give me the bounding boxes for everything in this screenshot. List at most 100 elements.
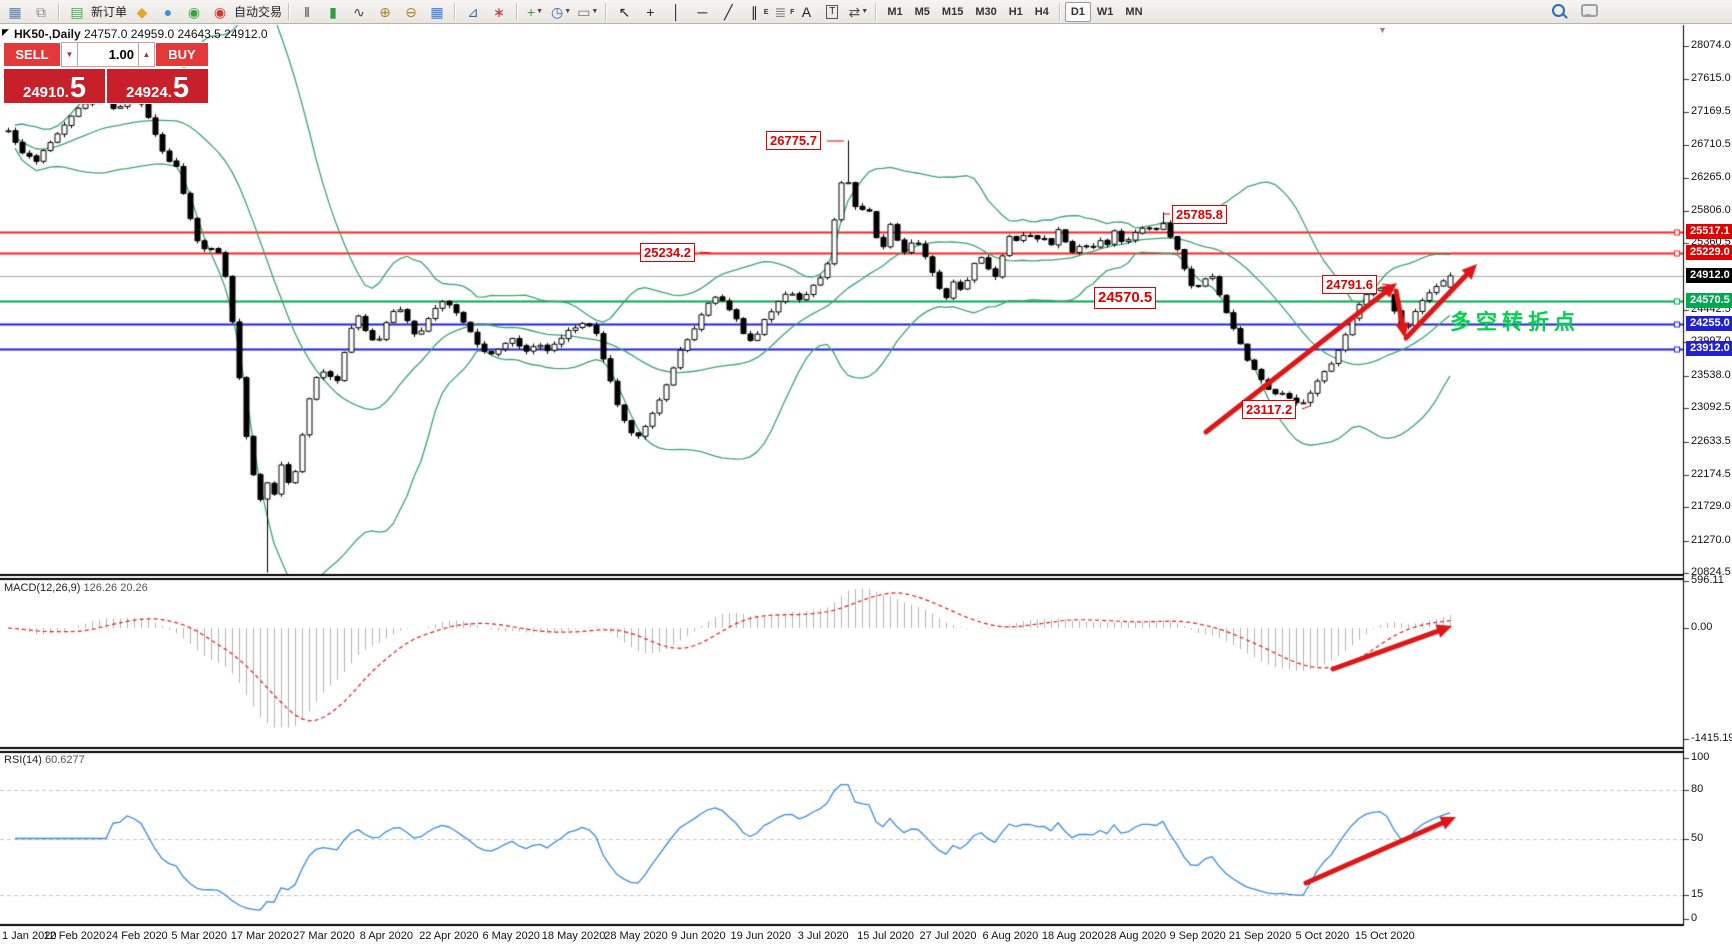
price-axis-tick: 20824.5 — [1691, 566, 1731, 579]
date-axis-label: 27 Jul 2020 — [919, 930, 977, 942]
toolbar-separator — [605, 2, 608, 21]
vertical-line-icon[interactable]: │ — [671, 3, 681, 20]
bar-chart-icon[interactable]: ‖ — [304, 3, 310, 20]
crosshair-icon[interactable]: + — [646, 3, 655, 20]
timeframe-h4-button[interactable]: H4 — [1034, 5, 1049, 18]
timeframe-w1-button[interactable]: W1 — [1096, 5, 1114, 18]
line-chart-icon[interactable]: ∿ — [353, 3, 365, 20]
new-chart-icon[interactable]: ▦ — [8, 3, 22, 20]
price-axis-tick: 21270.0 — [1691, 533, 1731, 546]
rsi-axis-tick: 100 — [1691, 751, 1710, 763]
macd-axis-tick: -1415.19 — [1691, 732, 1732, 745]
toolbar-separator — [288, 2, 291, 21]
date-axis-label: 21 Sep 2020 — [1228, 930, 1292, 942]
date-axis-label: 18 Aug 2020 — [1041, 930, 1104, 942]
buy-price[interactable]: 24924. 5 — [106, 68, 209, 104]
chart-note-text[interactable]: 多空转折点 — [1450, 311, 1580, 334]
templates-icon[interactable]: ▭ ▼ — [577, 3, 599, 20]
search-icon[interactable] — [1552, 4, 1565, 17]
timeframe-m5-button[interactable]: M5 — [914, 5, 930, 18]
chat-icon[interactable] — [1581, 4, 1598, 17]
equidistant-channel-icon[interactable]: ∥ E — [750, 3, 769, 20]
buy-button[interactable]: BUY — [155, 42, 209, 67]
timeframes-menu-icon[interactable]: ◷ ▼ — [551, 3, 572, 20]
chart-shift-marker-icon: ▼ — [1378, 25, 1387, 35]
timeframe-h1-button[interactable]: H1 — [1008, 5, 1023, 18]
candlestick-chart-icon[interactable]: ▮ — [329, 3, 337, 20]
signals-icon[interactable]: ◉ — [187, 3, 201, 20]
text-icon[interactable]: A — [801, 3, 812, 20]
price-annotation[interactable]: 25785.8 — [1172, 205, 1227, 224]
sell-price-pips: 5 — [69, 72, 87, 104]
timeframe-m1-button[interactable]: M1 — [887, 5, 903, 18]
zoom-out-icon[interactable]: ⊖ — [405, 3, 417, 20]
date-axis-label: 12 Feb 2020 — [43, 930, 106, 942]
price-axis-tick: 27615.0 — [1691, 72, 1731, 85]
zoom-in-icon[interactable]: ⊕ — [379, 3, 391, 20]
auto-trading-label[interactable]: 自动交易 — [234, 5, 283, 19]
collapse-trade-panel-icon[interactable]: ◤ — [2, 27, 9, 37]
tile-windows-icon[interactable]: ▦ — [430, 3, 444, 20]
rsi-axis-tick: 50 — [1691, 831, 1704, 844]
timeframe-m15-button[interactable]: M15 — [941, 5, 964, 18]
price-axis-tick: 23538.0 — [1691, 368, 1731, 381]
price-annotation[interactable]: 24570.5 — [1094, 287, 1157, 309]
macd-axis-tick: 0.00 — [1691, 621, 1713, 633]
trendline-icon[interactable]: ╱ — [724, 3, 733, 20]
sell-button[interactable]: SELL — [3, 42, 61, 67]
date-axis-label: 5 Oct 2020 — [1295, 930, 1350, 942]
toolbar-separator — [58, 2, 60, 21]
price-annotation[interactable]: 26775.7 — [766, 131, 821, 150]
periods-icon[interactable]: ∗ — [493, 3, 505, 20]
timeframe-m30-button[interactable]: M30 — [975, 5, 997, 18]
date-axis-label: 27 Mar 2020 — [293, 930, 355, 942]
fibonacci-icon[interactable]: ≣ F — [774, 3, 795, 20]
text-label-icon[interactable]: T — [819, 2, 845, 22]
rsi-indicator-label: RSI(14) 60.6277 — [4, 754, 85, 766]
timeframe-d1-button[interactable]: D1 — [1064, 1, 1091, 22]
profiles-icon[interactable]: ⧉ — [36, 3, 46, 20]
price-annotation[interactable]: 25234.2 — [640, 243, 695, 262]
buy-price-main: 24924. — [125, 84, 172, 101]
auto-trading-icon[interactable]: ◉ — [213, 3, 227, 20]
date-axis-label: 1 Jan 2020 — [2, 930, 57, 942]
date-axis-label: 9 Sep 2020 — [1169, 930, 1226, 942]
volume-step-down[interactable]: ▼ — [61, 42, 78, 67]
price-annotation[interactable]: 24791.6 — [1322, 275, 1377, 294]
chart-ohlc-values: 24757.0 24959.0 24643.5 24912.0 — [84, 27, 268, 41]
price-axis-tick: 21729.0 — [1691, 500, 1731, 513]
date-axis-label: 8 Apr 2020 — [359, 930, 413, 942]
price-axis-tick: 23092.5 — [1691, 401, 1731, 414]
mql5-community-icon[interactable]: ● — [163, 3, 173, 20]
price-axis-tick: 25806.0 — [1691, 203, 1731, 216]
macd-indicator-label: MACD(12,26,9) 126.26 20.26 — [4, 582, 148, 594]
price-axis-tick: 28074.0 — [1691, 39, 1731, 51]
date-axis-label: 15 Oct 2020 — [1354, 930, 1415, 942]
buy-price-pips: 5 — [172, 72, 190, 104]
horizontal-line-icon[interactable]: ─ — [697, 3, 708, 20]
timeframe-mn-button[interactable]: MN — [1125, 5, 1143, 18]
price-line-label: 25229.0 — [1686, 244, 1732, 260]
rsi-axis-tick: 0 — [1691, 912, 1698, 924]
date-axis-label: 19 Jun 2020 — [730, 930, 792, 942]
new-order-label[interactable]: 新订单 — [91, 5, 128, 19]
date-axis-label: 28 Aug 2020 — [1104, 930, 1167, 942]
toolbar: ▦ ⧉ ▤ 新订单 ◆ ● ◉ ◉ 自动交易 ‖ ▮ ∿ ⊕ ⊖ ▦ ⊿ ∗ + ▼ ◷ ▼ ▭ ▼ ↖ + │ ─ ╱ ∥ E ≣ F A T ⇄… — [0, 0, 1732, 24]
toolbar-separator — [516, 2, 519, 21]
price-line-label: 25517.1 — [1686, 223, 1732, 239]
cursor-icon[interactable]: ↖ — [618, 3, 631, 20]
metaquotes-icon[interactable]: ◆ — [136, 3, 148, 20]
volume-input[interactable] — [78, 42, 138, 67]
arrows-tool-icon[interactable]: ⇄ ▼ — [848, 3, 869, 20]
price-line-label: 23912.0 — [1686, 340, 1732, 356]
indicators-icon[interactable]: ⊿ — [467, 3, 479, 20]
price-annotation[interactable]: 23117.2 — [1242, 400, 1297, 419]
new-order-icon[interactable]: ▤ — [70, 3, 84, 20]
sell-price[interactable]: 24910. 5 — [3, 68, 106, 104]
date-axis-label: 5 Mar 2020 — [171, 930, 228, 942]
add-indicator-icon[interactable]: + ▼ — [526, 3, 544, 20]
volume-step-up[interactable]: ▲ — [138, 42, 155, 67]
price-line-label: 24912.0 — [1686, 267, 1732, 283]
